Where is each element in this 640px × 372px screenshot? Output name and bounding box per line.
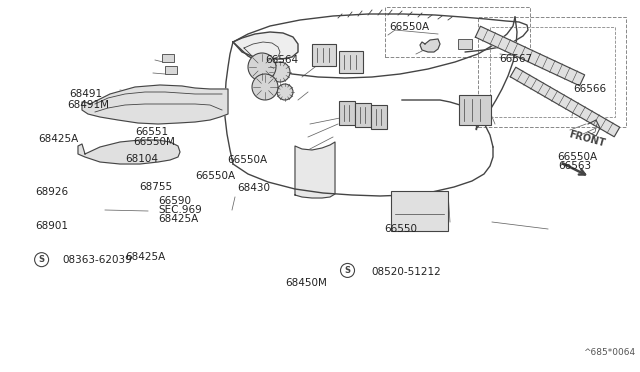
Polygon shape	[295, 142, 335, 198]
FancyBboxPatch shape	[355, 103, 371, 127]
Text: S: S	[344, 266, 351, 275]
Text: 68425A: 68425A	[159, 215, 199, 224]
Polygon shape	[476, 26, 585, 86]
Polygon shape	[510, 67, 620, 137]
Circle shape	[270, 62, 290, 82]
Text: 66564: 66564	[266, 55, 299, 64]
Text: 68425A: 68425A	[125, 252, 165, 262]
Text: 68491: 68491	[69, 89, 102, 99]
Text: 66563: 66563	[559, 161, 592, 171]
Bar	[458, 39, 472, 49]
Text: 68491M: 68491M	[67, 100, 109, 110]
Circle shape	[340, 263, 355, 278]
Bar	[385, 7, 530, 57]
Text: 66567: 66567	[499, 54, 532, 64]
Text: 68430: 68430	[237, 183, 270, 193]
Text: 66551: 66551	[136, 127, 169, 137]
Text: 08520-51212: 08520-51212	[371, 267, 441, 276]
FancyBboxPatch shape	[391, 191, 448, 231]
Text: 68926: 68926	[35, 187, 68, 197]
FancyBboxPatch shape	[459, 95, 491, 125]
Bar	[478, 17, 626, 127]
FancyBboxPatch shape	[371, 105, 387, 129]
Text: 66550: 66550	[384, 224, 417, 234]
Circle shape	[277, 84, 293, 100]
FancyBboxPatch shape	[312, 44, 336, 66]
Text: 66550A: 66550A	[227, 155, 268, 165]
Text: 68901: 68901	[35, 221, 68, 231]
Circle shape	[35, 253, 49, 267]
Bar	[162, 54, 174, 62]
Polygon shape	[233, 32, 298, 59]
Text: 68425A: 68425A	[38, 135, 79, 144]
FancyBboxPatch shape	[339, 101, 355, 125]
Text: 66590: 66590	[159, 196, 192, 206]
Text: 66550A: 66550A	[557, 152, 597, 162]
Text: 68450M: 68450M	[285, 278, 326, 288]
Bar	[165, 66, 177, 74]
Text: 66550A: 66550A	[195, 171, 236, 180]
Text: FRONT: FRONT	[568, 130, 607, 149]
Text: 08363-62039: 08363-62039	[63, 256, 132, 265]
Text: ^685*0064: ^685*0064	[583, 348, 635, 357]
Text: 68755: 68755	[140, 182, 173, 192]
Text: 66550M: 66550M	[133, 137, 175, 147]
Text: SEC.969: SEC.969	[159, 205, 202, 215]
Text: 66550A: 66550A	[389, 22, 429, 32]
Circle shape	[252, 74, 278, 100]
Polygon shape	[82, 85, 228, 124]
Text: 68104: 68104	[125, 154, 158, 164]
Bar	[490, 27, 615, 117]
Circle shape	[248, 53, 276, 81]
Text: S: S	[38, 255, 45, 264]
Polygon shape	[78, 140, 180, 164]
FancyBboxPatch shape	[339, 51, 363, 73]
Text: 66566: 66566	[573, 84, 606, 93]
Polygon shape	[420, 39, 440, 52]
